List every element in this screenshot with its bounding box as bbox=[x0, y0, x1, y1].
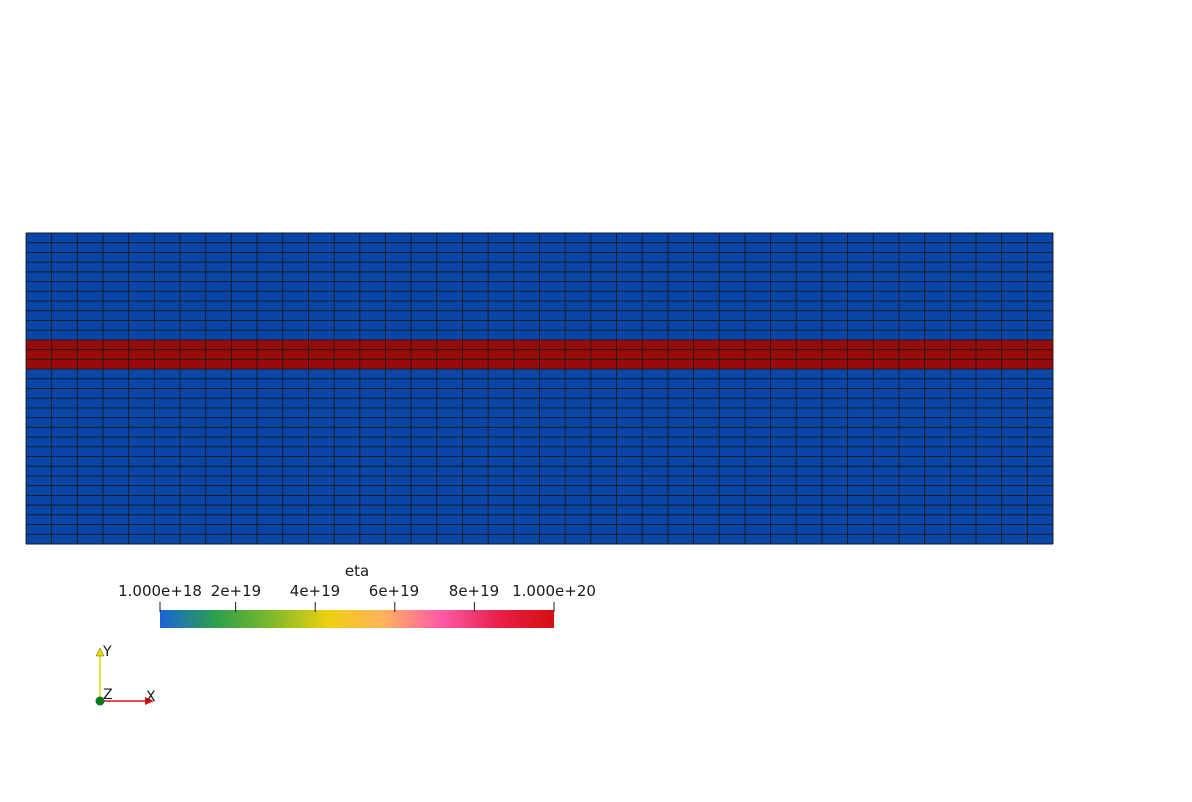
colorbar-tick-label: 8e+19 bbox=[448, 582, 500, 600]
z-axis-marker-icon bbox=[95, 696, 105, 706]
colorbar-ticks bbox=[159, 602, 555, 612]
colorbar-tick-label: 1.000e+20 bbox=[512, 582, 596, 600]
orientation-axes: Y X Z bbox=[95, 644, 156, 706]
y-axis-label: Y bbox=[102, 644, 112, 660]
z-axis-label: Z bbox=[103, 687, 113, 703]
colorbar[interactable] bbox=[150, 600, 560, 632]
colorbar-tick-label: 4e+19 bbox=[289, 582, 341, 600]
x-axis-arrow-icon bbox=[145, 697, 154, 705]
mesh-edges bbox=[25, 232, 1054, 545]
colorbar-tick-label: 1.000e+18 bbox=[118, 582, 202, 600]
colorbar-gradient bbox=[160, 610, 554, 628]
colorbar-title: eta bbox=[344, 562, 370, 580]
x-axis-label: X bbox=[146, 689, 156, 705]
y-axis-arrow-icon bbox=[95, 647, 105, 657]
mesh-view[interactable] bbox=[25, 232, 1054, 545]
colorbar-tick-label: 2e+19 bbox=[210, 582, 262, 600]
colorbar-tick-label: 6e+19 bbox=[368, 582, 420, 600]
